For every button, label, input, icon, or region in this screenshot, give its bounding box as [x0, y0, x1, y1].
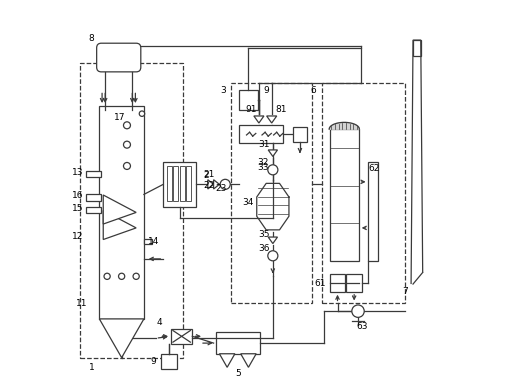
- Bar: [173, 166, 179, 201]
- Circle shape: [118, 273, 125, 279]
- Circle shape: [133, 273, 139, 279]
- Polygon shape: [268, 150, 278, 156]
- Bar: [346, 275, 362, 292]
- Text: 9: 9: [151, 357, 157, 366]
- Circle shape: [268, 165, 278, 175]
- Bar: [80, 63, 183, 358]
- Bar: [180, 166, 185, 201]
- Polygon shape: [267, 116, 277, 123]
- Polygon shape: [241, 354, 256, 367]
- Circle shape: [352, 305, 364, 317]
- Text: 12: 12: [72, 232, 84, 241]
- Polygon shape: [103, 195, 136, 224]
- Text: 1: 1: [89, 363, 94, 372]
- Text: 5: 5: [235, 369, 241, 378]
- Bar: [412, 40, 421, 56]
- Bar: [144, 239, 151, 245]
- Polygon shape: [329, 122, 359, 129]
- Text: 14: 14: [148, 237, 159, 246]
- Text: 62: 62: [368, 164, 380, 173]
- Bar: [86, 195, 101, 200]
- Text: 11: 11: [76, 299, 88, 308]
- Polygon shape: [214, 180, 220, 189]
- Text: 16: 16: [72, 191, 84, 200]
- Text: 36: 36: [258, 244, 270, 254]
- Polygon shape: [220, 354, 235, 367]
- Bar: [86, 207, 101, 213]
- Polygon shape: [254, 116, 264, 123]
- Polygon shape: [257, 183, 289, 230]
- Bar: [171, 329, 192, 344]
- Bar: [100, 106, 144, 319]
- Polygon shape: [100, 319, 144, 358]
- Bar: [215, 332, 260, 354]
- Bar: [330, 129, 359, 261]
- Text: 23: 23: [215, 184, 226, 193]
- Text: 4: 4: [157, 318, 162, 327]
- Bar: [368, 162, 378, 261]
- Polygon shape: [103, 211, 136, 239]
- Circle shape: [124, 122, 130, 129]
- Text: 32: 32: [257, 158, 269, 167]
- Text: 33: 33: [257, 163, 269, 172]
- Circle shape: [124, 141, 130, 148]
- Text: 61: 61: [314, 278, 326, 287]
- Bar: [161, 354, 177, 369]
- Text: 63: 63: [356, 322, 368, 331]
- Bar: [293, 127, 307, 142]
- Bar: [163, 162, 196, 207]
- Bar: [231, 83, 312, 303]
- Text: 8: 8: [89, 34, 94, 43]
- Text: 6: 6: [311, 86, 316, 95]
- Bar: [186, 166, 191, 201]
- Text: 91: 91: [245, 105, 257, 114]
- Circle shape: [139, 111, 145, 116]
- Text: 35: 35: [258, 230, 270, 239]
- Text: 22: 22: [203, 181, 214, 190]
- FancyBboxPatch shape: [96, 43, 141, 72]
- Text: 2: 2: [203, 171, 209, 180]
- Bar: [239, 90, 258, 110]
- Bar: [330, 275, 345, 292]
- Text: 7: 7: [402, 287, 408, 296]
- Text: 21: 21: [203, 170, 215, 179]
- Bar: [239, 125, 283, 143]
- Polygon shape: [208, 180, 214, 189]
- Circle shape: [268, 251, 278, 261]
- Text: 81: 81: [276, 105, 287, 114]
- Circle shape: [104, 273, 110, 279]
- Text: 31: 31: [258, 140, 270, 149]
- Text: 13: 13: [72, 168, 84, 177]
- Bar: [167, 166, 172, 201]
- Text: 15: 15: [72, 204, 84, 213]
- Circle shape: [220, 179, 230, 190]
- Text: 34: 34: [242, 198, 254, 207]
- Bar: [322, 83, 405, 303]
- Text: 17: 17: [114, 113, 125, 122]
- Text: 3: 3: [221, 86, 226, 95]
- Bar: [86, 171, 101, 177]
- Text: 9: 9: [263, 86, 269, 95]
- Polygon shape: [268, 237, 278, 244]
- Circle shape: [124, 163, 130, 169]
